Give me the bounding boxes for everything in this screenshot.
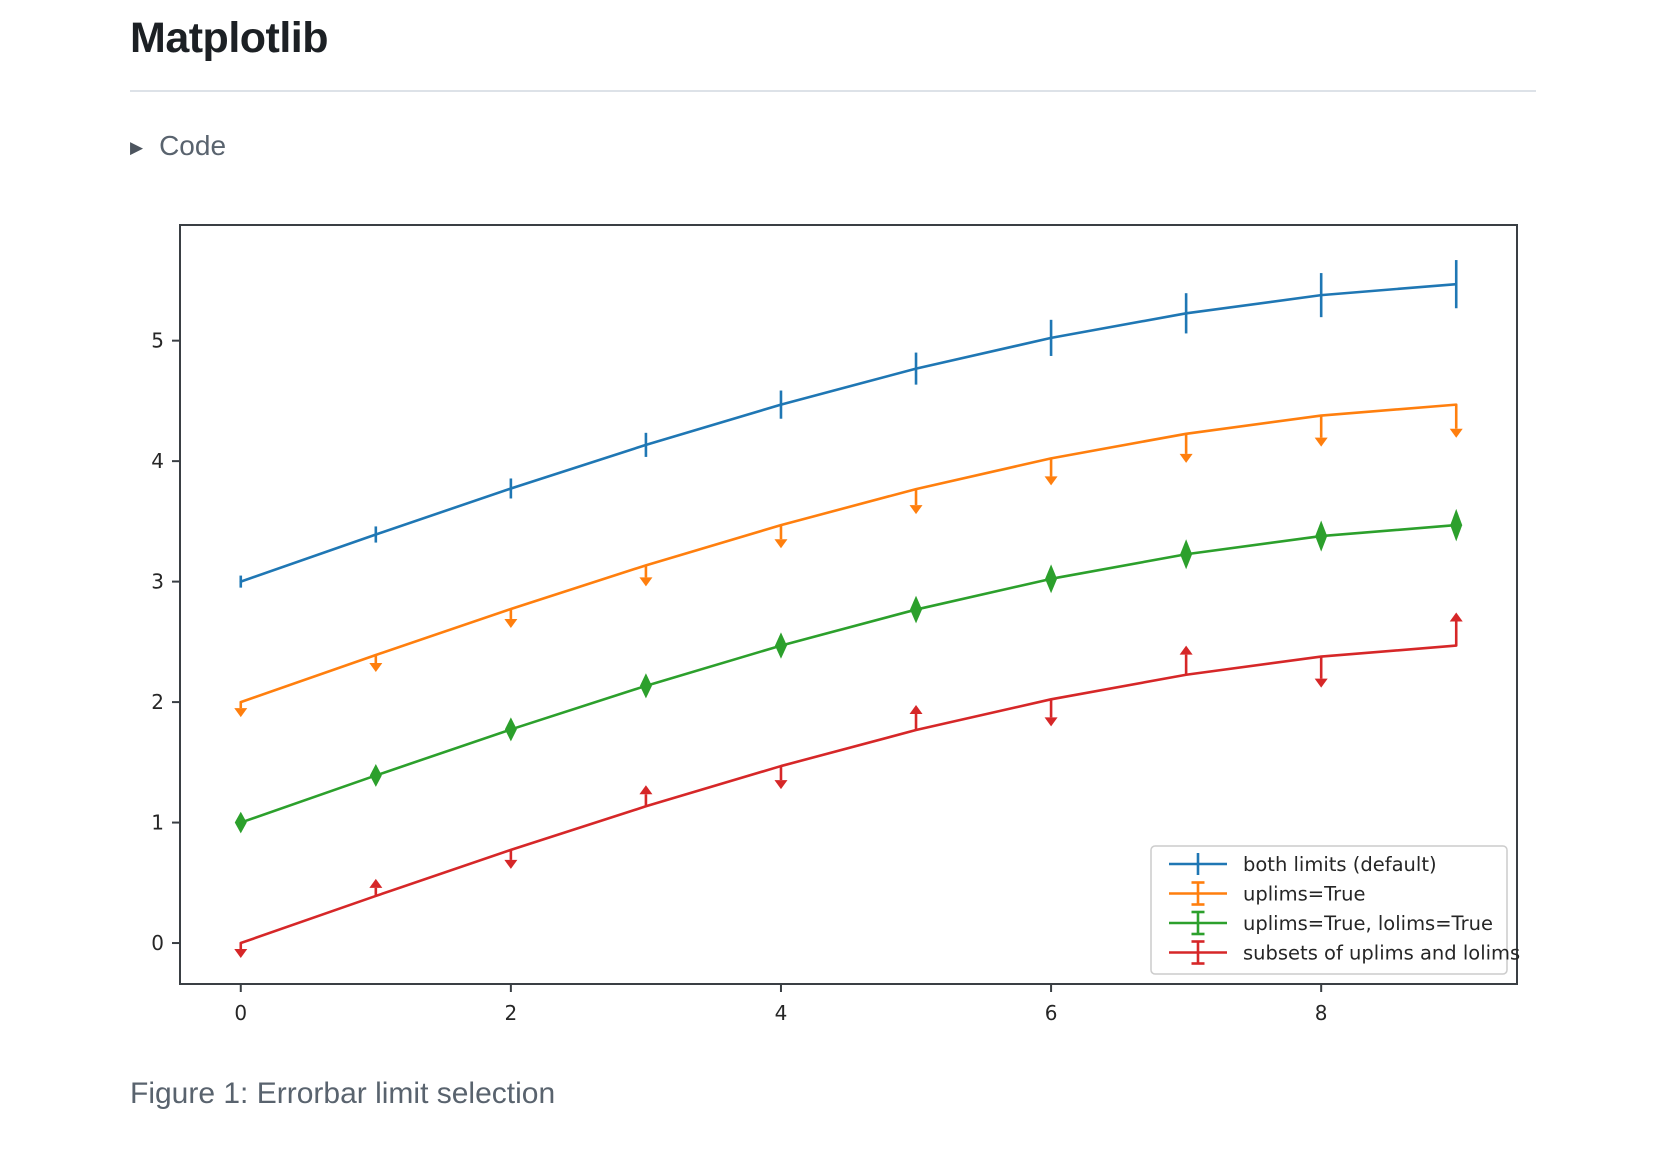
up-arrow-icon [1179,645,1193,655]
down-arrow-icon [504,859,518,869]
caret-diamond-icon [1315,520,1328,552]
caret-diamond-icon [1180,539,1193,570]
y-tick-label: 5 [151,329,164,353]
up-arrow-icon [639,785,653,795]
series-line [239,403,1458,704]
down-arrow-icon [234,949,248,959]
figure: 0 2 4 6 8 0 1 2 3 4 5 both limits (default) uplims=T… [130,192,1536,1111]
legend: both limits (default) uplims=True uplims=T… [1150,845,1520,975]
down-arrow-icon [909,505,923,515]
y-axis: 0 1 2 3 4 5 [151,329,180,955]
page-title: Matplotlib [130,14,1536,92]
down-arrow-icon [774,539,788,549]
x-tick-label: 8 [1315,1001,1328,1025]
series-2 [234,508,1463,834]
figure-caption: Figure 1: Errorbar limit selection [130,1077,556,1110]
down-arrow-icon [1314,437,1328,447]
caret-diamond-icon [639,673,652,699]
down-arrow-icon [504,618,518,628]
disclosure-triangle-icon: ▶ [130,137,144,157]
y-tick-label: 2 [151,690,164,714]
legend-row: both limits (default) [1169,853,1437,876]
series-line [239,523,1458,824]
caret-diamond-icon [910,595,923,624]
plot-border [179,224,1518,985]
legend-row: subsets of uplims and lolims [1169,940,1520,965]
document: Matplotlib ▶ Code 0 2 4 6 8 0 1 2 3 4 5 both limits… [130,14,1536,1111]
caret-diamond-icon [369,764,382,787]
errorbar-chart: 0 2 4 6 8 0 1 2 3 4 5 both limits (default) uplims=T… [151,224,1520,1025]
down-arrow-icon [369,663,383,673]
down-arrow-icon [1449,428,1463,438]
y-tick-label: 4 [151,449,164,473]
legend-label: uplims=True [1243,883,1365,906]
x-tick-label: 6 [1045,1001,1058,1025]
down-arrow-icon [639,577,653,587]
caret-diamond-icon [234,811,247,834]
down-arrow-icon [774,780,788,790]
up-arrow-icon [369,878,383,888]
legend-row: uplims=True, lolims=True [1169,910,1493,936]
caret-diamond-icon [1045,564,1058,594]
legend-label: uplims=True, lolims=True [1243,912,1493,935]
y-tick-label: 1 [151,811,164,835]
series-3 [234,612,1463,959]
x-tick-label: 4 [775,1001,788,1025]
down-arrow-icon [1044,476,1058,486]
up-arrow-icon [909,705,923,715]
series-line [239,282,1458,583]
y-tick-label: 0 [151,931,164,955]
series-0 [239,260,1458,588]
caret-diamond-icon [504,717,517,742]
x-tick-label: 0 [234,1001,247,1025]
x-tick-label: 2 [505,1001,518,1025]
y-tick-label: 3 [151,570,164,594]
legend-label: both limits (default) [1243,853,1437,876]
legend-label: subsets of uplims and lolims [1243,942,1520,965]
legend-row: uplims=True [1169,881,1365,906]
series-line [239,644,1458,945]
code-toggle-label: Code [159,130,227,161]
down-arrow-icon [234,708,248,718]
caret-diamond-icon [774,632,787,659]
down-arrow-icon [1179,453,1193,463]
code-toggle[interactable]: ▶ Code [130,130,226,162]
down-arrow-icon [1044,717,1058,727]
legend-box [1150,845,1508,975]
caret-diamond-icon [1450,508,1463,542]
series-1 [234,403,1463,718]
up-arrow-icon [1449,612,1463,622]
x-axis: 0 2 4 6 8 [234,984,1328,1025]
down-arrow-icon [1314,678,1328,688]
